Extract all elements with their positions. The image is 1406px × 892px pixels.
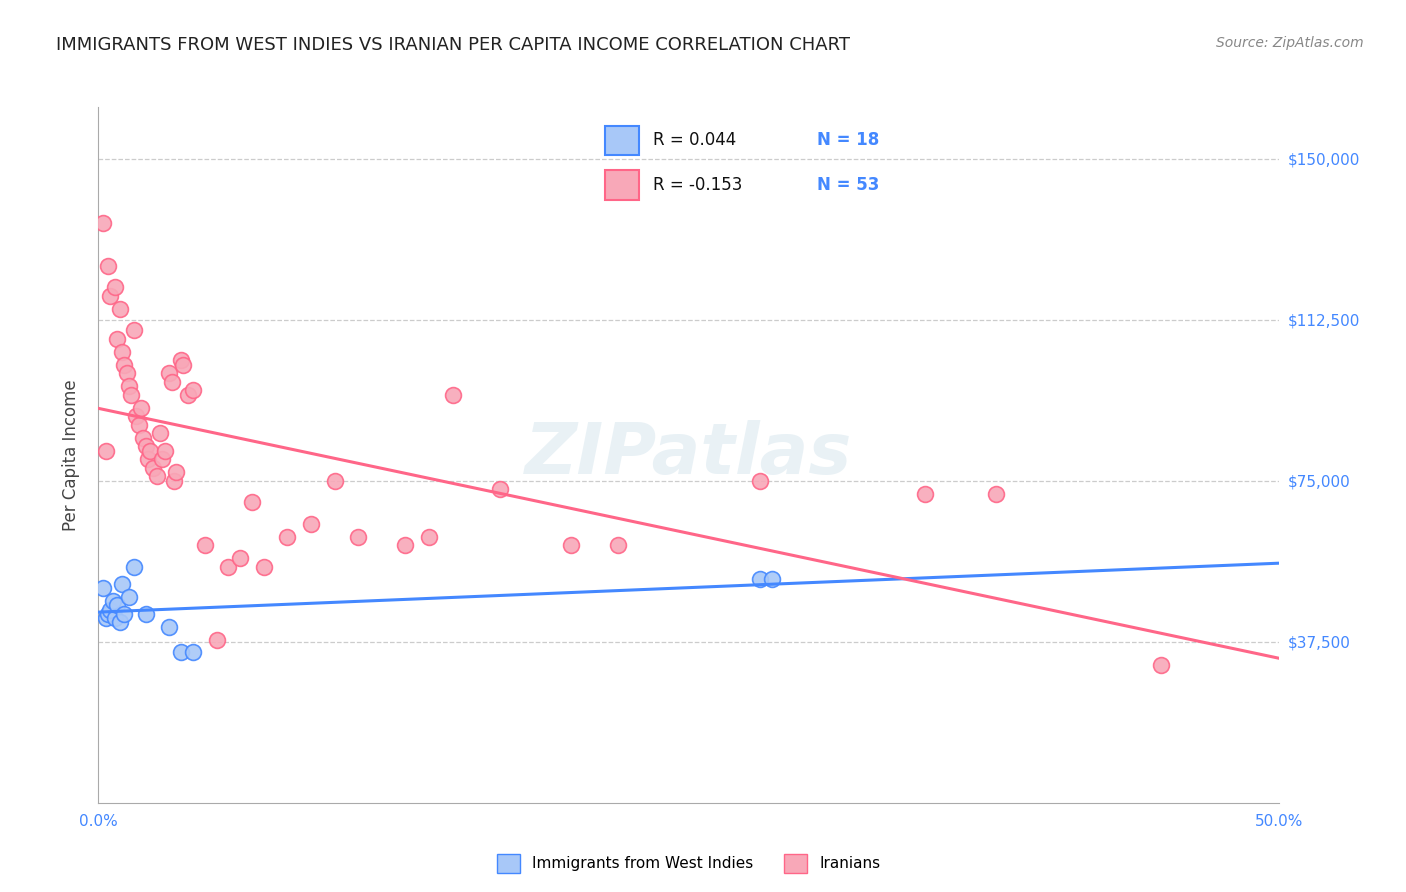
Point	[125, 409, 148, 424]
Point	[276, 529, 298, 543]
Point	[229, 551, 252, 566]
Point	[914, 486, 936, 500]
Point	[122, 559, 145, 574]
Point	[1150, 658, 1173, 673]
Text: Source: ZipAtlas.com: Source: ZipAtlas.com	[1216, 36, 1364, 50]
Point	[163, 474, 186, 488]
Point	[181, 645, 204, 659]
Point	[104, 280, 127, 294]
Point	[139, 443, 162, 458]
Point	[98, 289, 121, 303]
Text: IMMIGRANTS FROM WEST INDIES VS IRANIAN PER CAPITA INCOME CORRELATION CHART: IMMIGRANTS FROM WEST INDIES VS IRANIAN P…	[56, 36, 851, 54]
Point	[150, 452, 173, 467]
Point	[984, 486, 1007, 500]
Point	[112, 358, 135, 372]
Point	[98, 602, 121, 616]
Point	[136, 452, 159, 467]
Text: ZIPatlas: ZIPatlas	[526, 420, 852, 490]
Point	[108, 615, 131, 630]
Point	[94, 611, 117, 625]
Point	[157, 620, 180, 634]
Point	[135, 607, 157, 621]
Point	[217, 559, 239, 574]
Legend: Immigrants from West Indies, Iranians: Immigrants from West Indies, Iranians	[491, 847, 887, 879]
Point	[748, 474, 770, 488]
Point	[165, 465, 187, 479]
Point	[177, 388, 200, 402]
Point	[118, 590, 141, 604]
Point	[91, 216, 114, 230]
Point	[105, 599, 128, 613]
Point	[181, 384, 204, 398]
Point	[122, 323, 145, 337]
Point	[94, 443, 117, 458]
Point	[91, 581, 114, 595]
Point	[347, 529, 370, 543]
Point	[111, 344, 134, 359]
Point	[441, 388, 464, 402]
Point	[128, 417, 150, 432]
Point	[153, 443, 176, 458]
Point	[418, 529, 440, 543]
Point	[132, 431, 155, 445]
Point	[115, 367, 138, 381]
Point	[253, 559, 276, 574]
Point	[149, 426, 172, 441]
Y-axis label: Per Capita Income: Per Capita Income	[62, 379, 80, 531]
Point	[157, 367, 180, 381]
Point	[142, 460, 165, 475]
Point	[748, 573, 770, 587]
Point	[170, 645, 193, 659]
Point	[160, 375, 183, 389]
Point	[146, 469, 169, 483]
Point	[118, 379, 141, 393]
Point	[299, 516, 322, 531]
Point	[761, 573, 783, 587]
Point	[172, 358, 194, 372]
Point	[105, 332, 128, 346]
Point	[194, 538, 217, 552]
Point	[111, 576, 134, 591]
Point	[170, 353, 193, 368]
Point	[104, 611, 127, 625]
Point	[240, 495, 263, 509]
Point	[108, 301, 131, 316]
Point	[135, 439, 157, 453]
Point	[205, 632, 228, 647]
Point	[607, 538, 630, 552]
Point	[121, 388, 143, 402]
Point	[97, 607, 120, 621]
Point	[394, 538, 416, 552]
Point	[323, 474, 346, 488]
Point	[489, 483, 512, 497]
Point	[97, 259, 120, 273]
Point	[560, 538, 582, 552]
Point	[129, 401, 152, 415]
Point	[112, 607, 135, 621]
Point	[101, 594, 124, 608]
